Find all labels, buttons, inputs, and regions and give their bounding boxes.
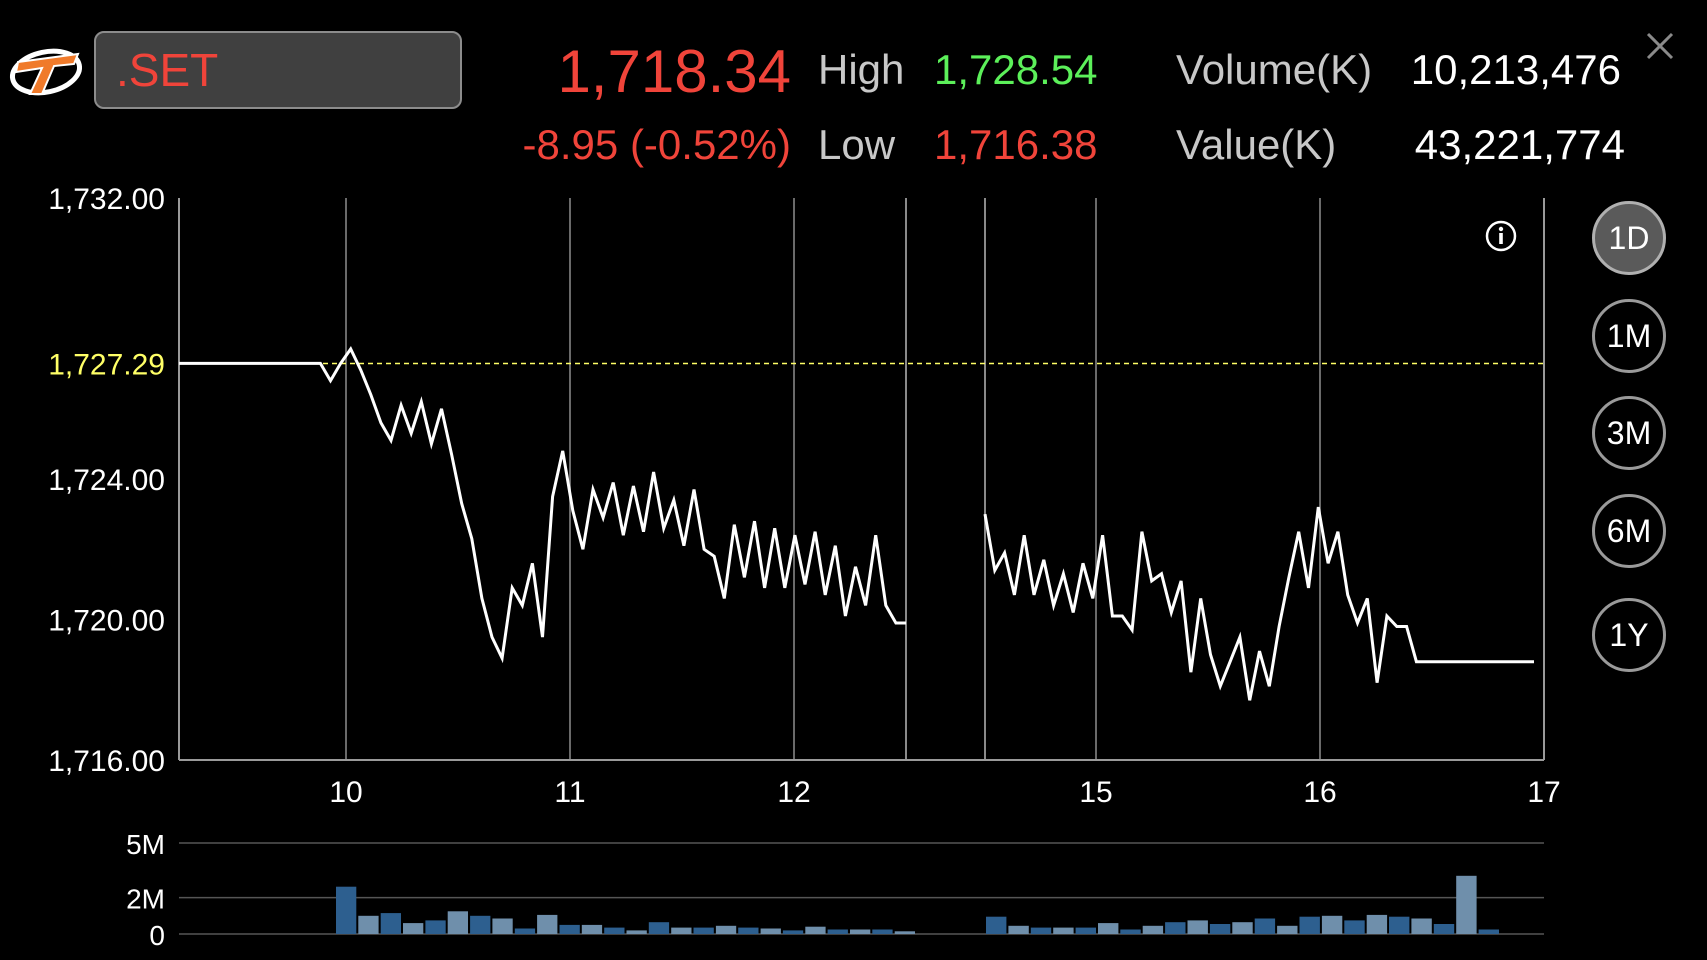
volume-bar [1209,924,1231,934]
volume-bar [492,918,513,934]
x-tick-label: 15 [1079,776,1112,809]
volume-bar [738,927,759,934]
volume-bar [805,926,826,934]
period-label: 1M [1606,317,1652,354]
volume-bar [894,931,915,934]
symbol-input[interactable]: .SET [94,31,462,109]
period-label: 1D [1608,219,1650,256]
y-tick-label: 1,732.00 [48,183,165,216]
period-label: 1Y [1609,616,1649,653]
x-tick-label: 11 [554,776,585,809]
volume-label: Volume(K) [1176,46,1373,93]
period-button-6m[interactable]: 6M [1592,494,1666,568]
price-series-line [983,506,1534,701]
volume-bar [1321,915,1343,934]
volume-tick-label: 5M [126,829,165,860]
last-price: 1,718.34 [557,38,791,105]
volume-bar [782,930,804,934]
reference-label: 1,727.29 [48,348,165,381]
low-label: Low [818,121,896,168]
volume-bar [1344,920,1365,934]
value-value: 43,221,774 [1414,121,1625,168]
period-label: 6M [1606,512,1652,549]
high-value: 1,728.54 [934,46,1098,93]
value-label: Value(K) [1176,121,1337,168]
price-change: -8.95 (-0.52%) [522,121,791,168]
volume-bar [1299,916,1320,934]
period-label: 3M [1606,414,1652,451]
volume-bar [447,911,468,935]
broker-logo [9,48,83,96]
volume-bar [1165,922,1186,934]
period-button-1d[interactable]: 1D [1592,201,1666,275]
volume-bar [1277,925,1298,934]
volume-bar [1030,927,1052,934]
period-button-1m[interactable]: 1M [1592,299,1666,373]
volume-bar [403,923,424,934]
volume-bar [470,915,491,934]
volume-bar [559,924,580,934]
period-button-1y[interactable]: 1Y [1592,598,1666,672]
volume-bar [1232,922,1253,934]
volume-bar [1187,920,1208,934]
volume-bar [1098,923,1119,934]
volume-bar [850,929,871,934]
info-icon[interactable] [1484,219,1518,253]
period-button-3m[interactable]: 3M [1592,396,1666,470]
high-label: High [818,46,905,93]
price-series-line [179,346,906,664]
volume-bar [648,922,670,934]
volume-bar [1478,929,1499,934]
x-tick-label: 17 [1527,776,1560,809]
volume-bar [715,925,737,934]
volume-bar [1254,918,1276,934]
symbol-text: .SET [116,44,219,96]
volume-tick-label: 0 [149,920,165,951]
volume-bar [671,927,692,934]
x-tick-label: 12 [777,776,810,809]
volume-bar [1389,916,1410,934]
volume-bar [760,928,781,934]
volume-bar [358,915,379,934]
volume-bar [1433,924,1455,934]
volume-bar [693,927,714,934]
volume-bar [827,929,848,934]
x-tick-label: 10 [329,776,362,809]
volume-bar [380,913,401,934]
volume-bar [1008,925,1029,934]
volume-bar [581,924,603,934]
x-tick-label: 16 [1303,776,1336,809]
volume-bar [604,927,625,934]
y-tick-label: 1,716.00 [48,745,165,778]
volume-bar [336,886,357,934]
volume-bar [1366,914,1388,934]
volume-bar [1120,929,1141,934]
volume-bar [1053,927,1074,934]
volume-bar [1456,875,1477,934]
y-tick-label: 1,720.00 [48,605,165,638]
volume-bar [1075,927,1096,934]
volume-bar [626,930,647,934]
volume-bar [425,920,446,934]
volume-bar [1142,925,1164,934]
volume-bar [872,929,893,934]
volume-tick-label: 2M [126,884,165,915]
volume-bar [986,916,1007,934]
y-tick-label: 1,724.00 [48,464,165,497]
volume-value: 10,213,476 [1410,46,1621,93]
volume-bar [537,914,558,934]
close-icon[interactable] [1642,28,1678,64]
volume-bar [1411,918,1432,934]
low-value: 1,716.38 [934,121,1098,168]
volume-bar [514,928,536,934]
